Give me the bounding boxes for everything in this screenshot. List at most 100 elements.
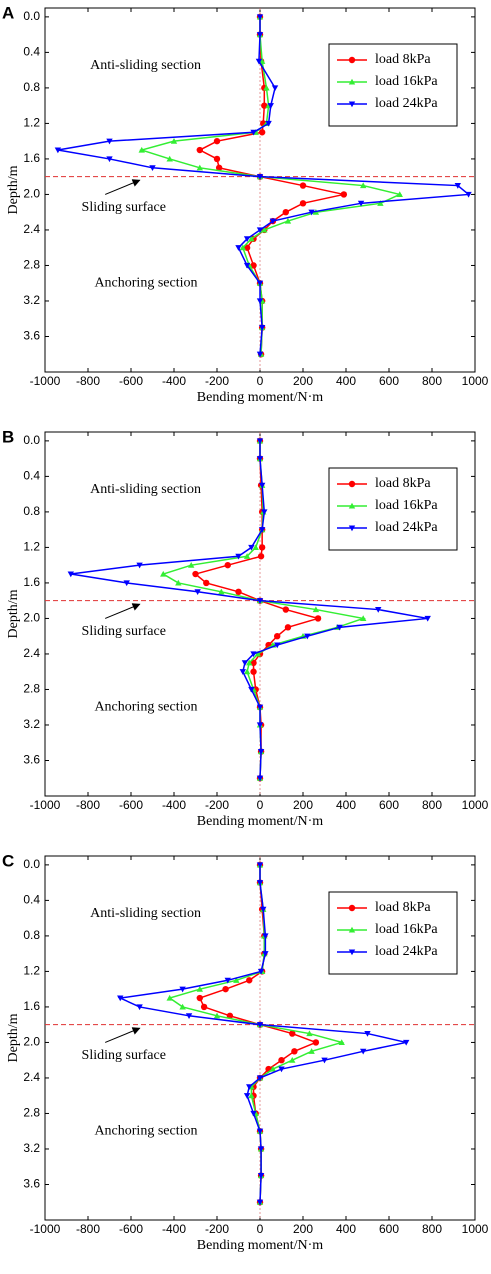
marker xyxy=(403,1039,410,1046)
x-tick-label: -800 xyxy=(76,798,100,812)
panel-label: A xyxy=(2,3,14,22)
marker xyxy=(262,951,269,957)
marker xyxy=(243,668,251,675)
marker xyxy=(235,553,242,560)
marker xyxy=(256,1075,264,1082)
marker xyxy=(213,137,221,145)
y-tick-label: 0.4 xyxy=(23,893,40,907)
x-tick-label: -200 xyxy=(205,798,229,812)
x-tick-label: 800 xyxy=(422,1222,442,1236)
marker xyxy=(203,579,210,587)
marker xyxy=(239,244,246,251)
series-line xyxy=(193,440,321,779)
marker xyxy=(179,986,186,993)
marker xyxy=(258,482,266,489)
x-tick-label: 400 xyxy=(336,1222,356,1236)
marker xyxy=(256,598,264,604)
marker xyxy=(269,1065,277,1072)
y-tick-label: 1.6 xyxy=(23,575,40,589)
marker xyxy=(106,138,113,145)
x-tick-label: -600 xyxy=(119,798,143,812)
marker xyxy=(250,262,257,269)
x-tick-label: 600 xyxy=(379,798,399,812)
marker xyxy=(360,615,367,621)
y-tick-label: 3.6 xyxy=(23,329,40,343)
x-tick-label: 0 xyxy=(257,374,264,388)
y-axis-title: Depth/m xyxy=(6,165,21,214)
marker xyxy=(196,164,203,171)
y-axis-title: Depth/m xyxy=(6,589,21,638)
marker xyxy=(257,1173,265,1179)
marker xyxy=(340,191,348,198)
y-tick-label: 3.6 xyxy=(23,753,40,767)
x-tick-label: 600 xyxy=(379,374,399,388)
marker xyxy=(265,120,272,127)
marker xyxy=(260,906,267,913)
marker xyxy=(271,85,279,92)
x-tick-label: 200 xyxy=(293,798,313,812)
marker xyxy=(194,589,201,596)
series-line xyxy=(198,864,318,1203)
annotation: Sliding surface xyxy=(82,200,166,215)
marker xyxy=(213,1012,221,1019)
marker xyxy=(314,615,322,622)
y-tick-label: 2.0 xyxy=(23,1035,40,1049)
marker xyxy=(258,129,266,136)
marker xyxy=(360,1048,367,1055)
x-axis-title: Bending moment/N·m xyxy=(197,814,323,829)
marker xyxy=(256,298,264,305)
marker xyxy=(282,606,289,613)
marker xyxy=(364,1031,371,1037)
marker xyxy=(256,862,264,869)
marker xyxy=(256,775,264,782)
marker xyxy=(67,571,74,578)
marker xyxy=(304,633,311,640)
marker xyxy=(257,1146,265,1153)
y-tick-label: 2.0 xyxy=(23,187,40,201)
y-tick-label: 2.4 xyxy=(23,222,40,236)
y-tick-label: 0.8 xyxy=(23,504,40,518)
marker xyxy=(218,588,225,595)
marker xyxy=(321,1057,328,1064)
marker xyxy=(338,1039,345,1045)
marker xyxy=(256,1128,264,1135)
marker xyxy=(291,1048,298,1055)
marker xyxy=(224,977,231,984)
annotation-arrow xyxy=(105,179,141,195)
chart-panel: C 0.0 0.4 0.8 1.2 1.6 2.0 2.4 2.8 3.2 3.6 -1000 -800… xyxy=(2,851,489,1253)
marker xyxy=(243,262,251,269)
marker xyxy=(256,438,264,445)
marker xyxy=(348,525,356,532)
marker xyxy=(269,218,277,225)
marker xyxy=(258,527,266,533)
marker xyxy=(375,607,382,613)
marker xyxy=(222,985,229,993)
marker xyxy=(255,58,263,65)
marker xyxy=(213,155,221,163)
marker xyxy=(348,502,356,509)
marker xyxy=(357,200,365,207)
marker xyxy=(252,544,259,550)
marker xyxy=(246,977,253,984)
y-tick-label: 3.6 xyxy=(23,1177,40,1191)
annotation: Anti-sliding section xyxy=(90,906,201,921)
y-tick-label: 0.0 xyxy=(23,857,40,871)
x-tick-label: 200 xyxy=(293,374,313,388)
marker xyxy=(256,880,264,886)
marker xyxy=(256,351,264,358)
marker xyxy=(348,949,356,956)
marker xyxy=(360,182,367,189)
x-tick-label: -400 xyxy=(162,798,186,812)
marker xyxy=(256,280,264,287)
marker xyxy=(256,722,264,729)
marker xyxy=(312,1039,320,1046)
marker xyxy=(246,659,253,666)
marker xyxy=(312,606,320,613)
marker xyxy=(256,14,264,21)
legend-label: load 8kPa xyxy=(375,900,431,915)
marker xyxy=(136,1004,143,1011)
marker xyxy=(274,632,281,640)
x-tick-label: -200 xyxy=(205,1222,229,1236)
marker xyxy=(243,236,251,243)
